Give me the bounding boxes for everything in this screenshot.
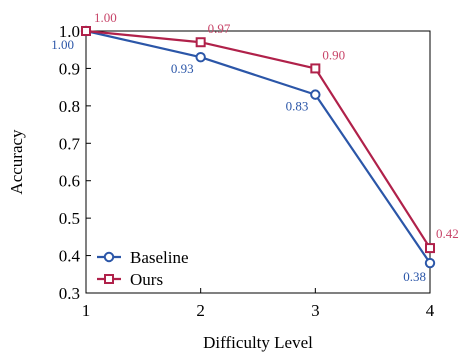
data-point <box>424 257 436 269</box>
legend: Baseline Ours <box>97 248 189 289</box>
x-tick-label: 2 <box>196 301 205 320</box>
data-point <box>425 243 435 254</box>
legend-marker <box>104 274 114 284</box>
data-label: 0.93 <box>171 61 194 76</box>
legend-label: Baseline <box>130 248 189 267</box>
x-tick-label: 4 <box>426 301 435 320</box>
data-label: 0.90 <box>322 47 345 62</box>
x-axis-ticks: 1 2 3 4 <box>82 288 435 320</box>
y-tick-label: 0.8 <box>59 97 80 116</box>
data-label: 1.00 <box>94 10 117 25</box>
data-point <box>195 37 206 48</box>
data-label: 0.83 <box>286 99 309 114</box>
data-point <box>81 26 91 36</box>
x-tick-label: 3 <box>311 301 320 320</box>
legend-item-ours: Ours <box>97 270 163 289</box>
y-tick-label: 0.6 <box>59 172 80 191</box>
data-labels: 1.00 0.93 0.83 0.38 1.00 0.97 0.90 0.42 <box>51 10 459 284</box>
data-point <box>310 89 321 100</box>
data-label: 0.38 <box>403 269 426 284</box>
series-ours <box>81 26 435 254</box>
y-tick-label: 1.0 <box>59 22 80 41</box>
plot-border <box>85 30 431 294</box>
y-tick-label: 0.4 <box>59 247 81 266</box>
legend-item-baseline: Baseline <box>97 248 189 267</box>
data-label: 0.97 <box>208 21 231 36</box>
series-line <box>85 29 431 249</box>
data-point <box>310 63 321 74</box>
y-tick-label: 0.3 <box>59 284 80 303</box>
y-tick-label: 0.7 <box>59 134 81 153</box>
y-axis-title: Accuracy <box>7 129 26 195</box>
data-point <box>195 52 206 63</box>
y-tick-label: 0.9 <box>59 59 80 78</box>
series-line <box>85 29 431 264</box>
legend-label: Ours <box>130 270 163 289</box>
x-tick-label: 1 <box>82 301 91 320</box>
series-baseline <box>80 25 436 269</box>
x-axis-title: Difficulty Level <box>203 333 313 352</box>
plot-frame <box>85 30 431 294</box>
series-layer <box>80 25 436 269</box>
data-label: 1.00 <box>51 37 74 52</box>
y-axis-ticks: 0.3 0.4 0.5 0.6 0.7 0.8 0.9 1.0 <box>59 22 91 303</box>
y-tick-label: 0.5 <box>59 209 80 228</box>
legend-marker <box>103 251 115 263</box>
data-label: 0.42 <box>436 226 459 241</box>
